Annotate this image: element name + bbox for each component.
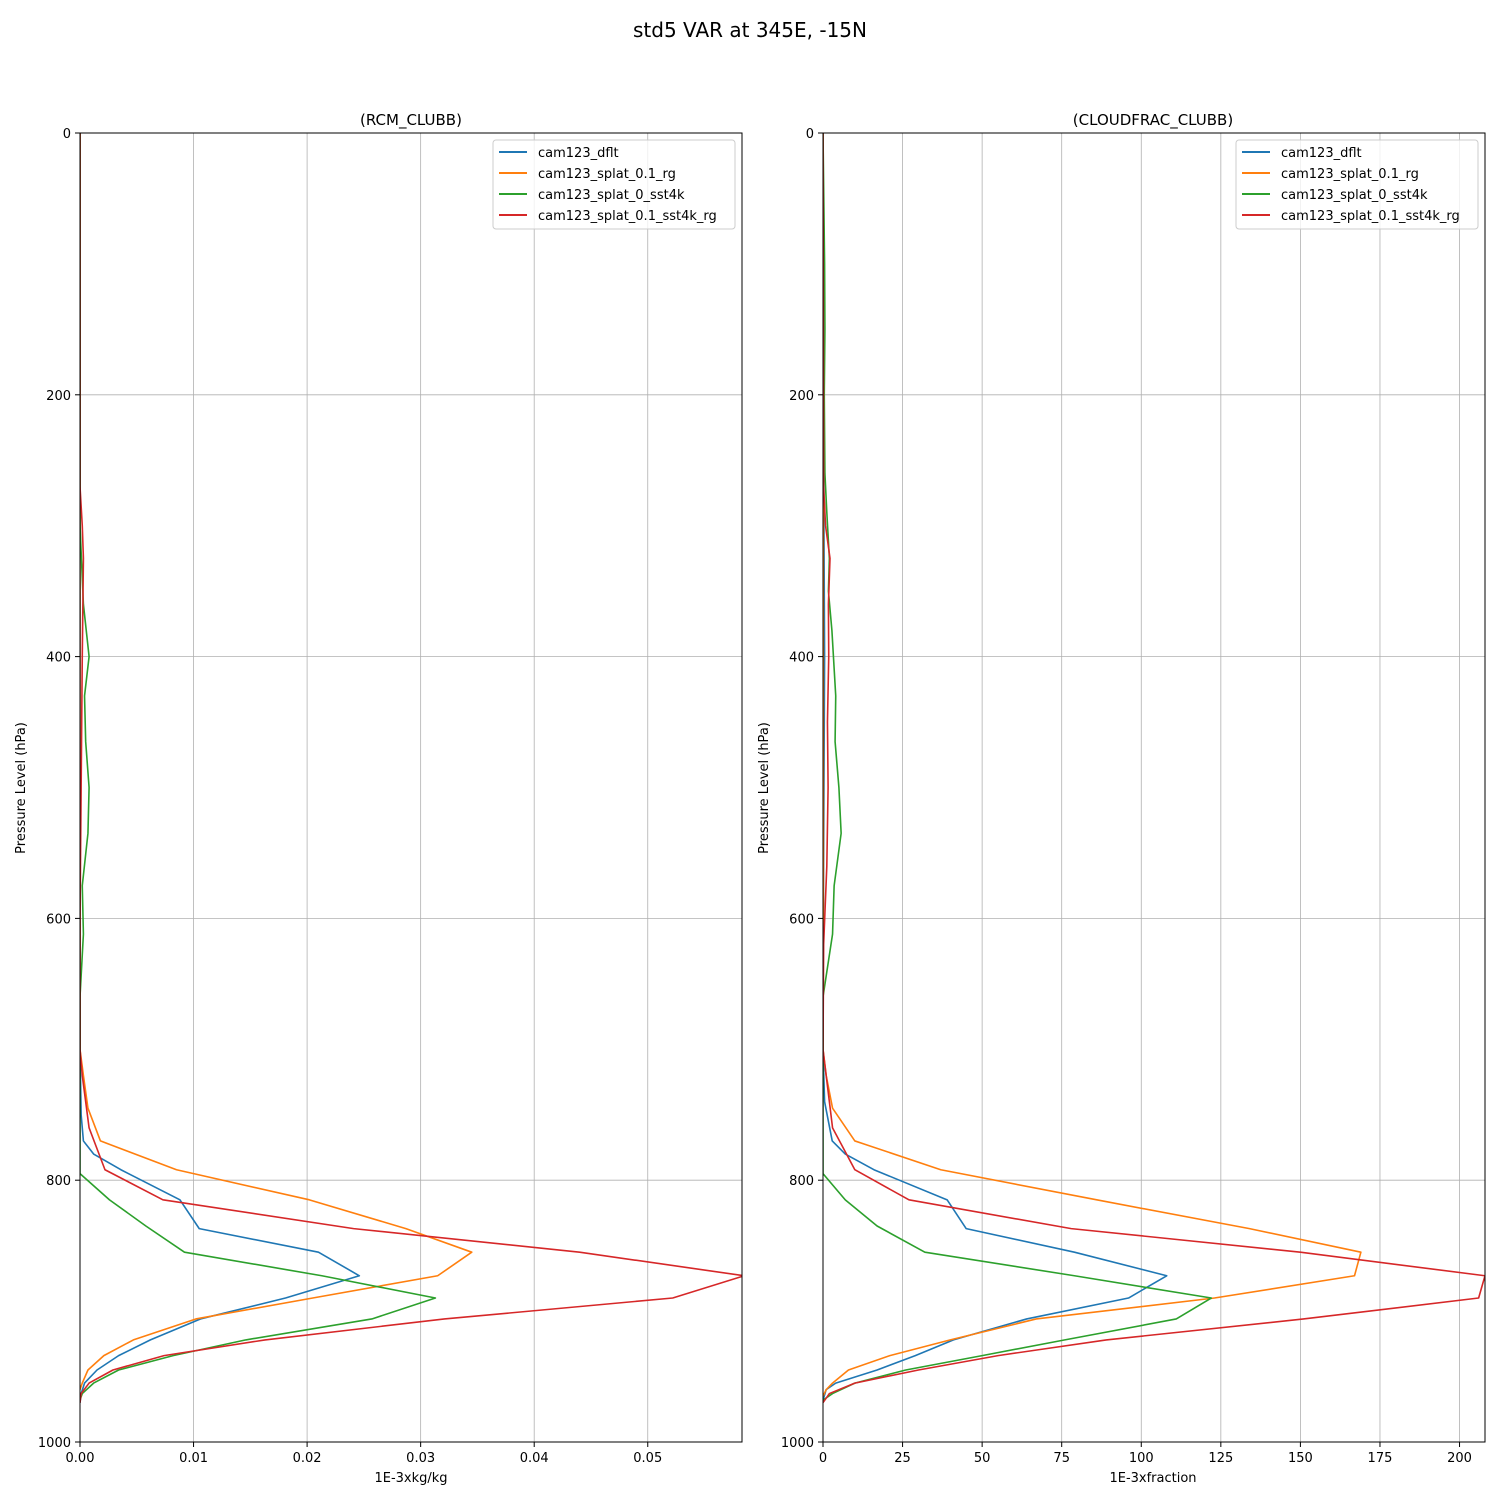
- legend-label: cam123_splat_0_sst4k: [538, 188, 685, 203]
- legend-label: cam123_dflt: [1281, 146, 1362, 161]
- legend-box: [492, 139, 736, 230]
- y-tick-label: 1000: [781, 1436, 814, 1451]
- y-tick-label: 1000: [38, 1436, 71, 1451]
- legend-label: cam123_splat_0.1_sst4k_rg: [538, 209, 717, 224]
- legend: cam123_dflt cam123_splat_0.1_rg cam123_spl…: [492, 139, 736, 230]
- figure-title: std5 VAR at 345E, -15N: [633, 18, 867, 42]
- series-line-cam123_splat_0_sst4k: [823, 133, 1213, 1401]
- series-line-cam123_splat_0.1_rg: [80, 133, 473, 1390]
- x-tick-label: 75: [1053, 1451, 1070, 1466]
- x-tick-label: 0.01: [179, 1451, 208, 1466]
- y-tick-label: 200: [789, 389, 814, 404]
- y-tick-label: 600: [789, 912, 814, 927]
- y-tick-label: 0: [63, 127, 71, 142]
- series-group: [80, 133, 742, 1403]
- x-axis-label: 1E-3xkg/kg: [374, 1471, 447, 1486]
- x-tick-label: 50: [974, 1451, 991, 1466]
- legend: cam123_dflt cam123_splat_0.1_rg cam123_spl…: [1235, 139, 1479, 230]
- panel-cloudfrac-clubb: (CLOUDFRAC_CLUBB) 1E-3xfraction Pressure…: [757, 111, 1486, 1486]
- panel-title: (RCM_CLUBB): [360, 111, 462, 130]
- x-tick-label: 25: [894, 1451, 911, 1466]
- y-tick-label: 200: [46, 389, 71, 404]
- x-tick-label: 0.00: [66, 1451, 95, 1466]
- x-tick-label: 0.03: [406, 1451, 435, 1466]
- panel-title: (CLOUDFRAC_CLUBB): [1073, 111, 1233, 130]
- y-tick-label: 800: [46, 1174, 71, 1189]
- series-line-cam123_splat_0.1_sst4k_rg: [823, 133, 1485, 1404]
- axes-frame: [822, 132, 1486, 1443]
- x-axis-label: 1E-3xfraction: [1109, 1471, 1196, 1486]
- y-tick-label: 0: [806, 127, 814, 142]
- legend-label: cam123_splat_0.1_sst4k_rg: [1281, 209, 1460, 224]
- y-tick-label: 400: [789, 651, 814, 666]
- legend-label: cam123_splat_0_sst4k: [1281, 188, 1428, 203]
- axes-frame: [79, 132, 743, 1443]
- x-tick-label: 0: [819, 1451, 827, 1466]
- x-tick-label: 0.05: [633, 1451, 662, 1466]
- y-axis-label: Pressure Level (hPa): [14, 722, 29, 854]
- x-tick-label: 100: [1129, 1451, 1154, 1466]
- grid: [79, 132, 742, 1443]
- series-group: [823, 133, 1485, 1404]
- series-line-cam123_dflt: [823, 133, 1168, 1401]
- series-line-cam123_splat_0_sst4k: [80, 133, 437, 1401]
- legend-label: cam123_dflt: [538, 146, 619, 161]
- x-tick-label: 200: [1447, 1451, 1472, 1466]
- y-tick-label: 600: [46, 912, 71, 927]
- x-tick-label: 175: [1368, 1451, 1393, 1466]
- x-tick-label: 125: [1208, 1451, 1233, 1466]
- series-line-cam123_splat_0.1_sst4k_rg: [80, 133, 742, 1403]
- legend-label: cam123_splat_0.1_rg: [538, 167, 676, 182]
- legend-label: cam123_splat_0.1_rg: [1281, 167, 1419, 182]
- x-tick-label: 0.02: [293, 1451, 322, 1466]
- x-tick-label: 0.04: [520, 1451, 549, 1466]
- x-tick-label: 150: [1288, 1451, 1313, 1466]
- y-tick-label: 800: [789, 1174, 814, 1189]
- series-line-cam123_dflt: [80, 133, 361, 1403]
- panel-rcm-clubb: (RCM_CLUBB) 1E-3xkg/kg Pressure Level (h…: [14, 111, 743, 1486]
- y-tick-label: 400: [46, 651, 71, 666]
- y-axis-label: Pressure Level (hPa): [757, 722, 772, 854]
- legend-box: [1235, 139, 1479, 230]
